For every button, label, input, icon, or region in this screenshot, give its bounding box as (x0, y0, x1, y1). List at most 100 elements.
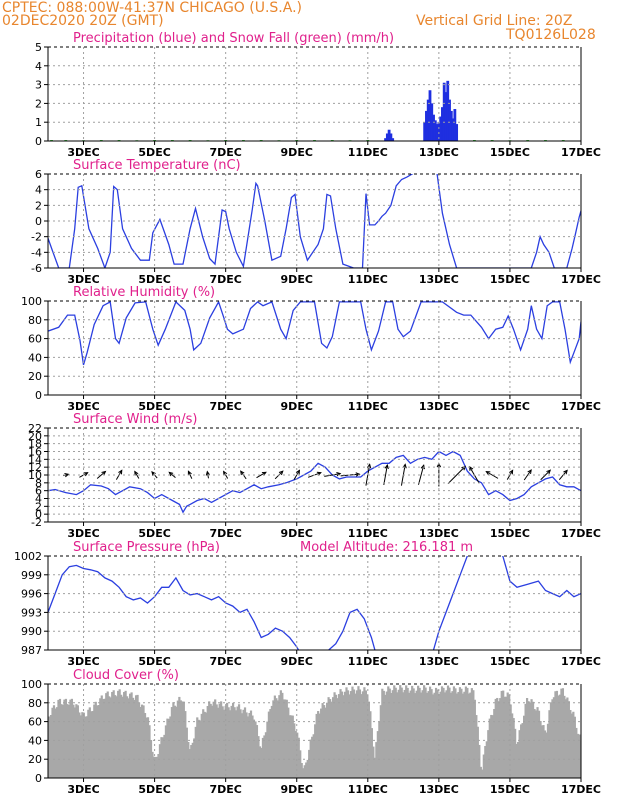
cloud-cover-bar (296, 732, 299, 778)
cloud-cover-bar (90, 711, 93, 778)
cloud-cover-bar (64, 698, 68, 778)
panel-title: Precipitation (blue) and Snow Fall (gree… (73, 31, 394, 46)
cloud-cover-bar (190, 745, 193, 778)
cloud-cover-bar (402, 692, 405, 778)
cloud-cover-bar (272, 700, 275, 778)
cloud-cover-bar (85, 716, 88, 778)
x-tick-label: 11DEC (348, 273, 388, 286)
precipitation-bar (432, 114, 435, 141)
cloud-cover-bar (191, 742, 194, 778)
y-tick-label: 60 (28, 716, 42, 729)
cloud-cover-bar (333, 692, 336, 778)
cloud-cover-bar (293, 723, 296, 778)
wind-vector (540, 469, 552, 481)
cloud-cover-bar (103, 698, 106, 778)
cloud-cover-bar (246, 716, 250, 778)
cloud-cover-bar (360, 694, 363, 778)
wind-arrow-shaft (417, 465, 425, 485)
cloud-cover-bar (487, 730, 490, 778)
cloud-cover-bar (182, 701, 185, 778)
cloud-cover-bar (157, 753, 160, 778)
cloud-cover-bar (434, 687, 438, 778)
y-tick-label: 987 (21, 644, 42, 657)
cloud-cover-bar (436, 689, 439, 778)
panel-title: Surface Pressure (hPa) (73, 540, 220, 555)
cloud-cover-bar (261, 737, 265, 778)
x-tick-label: 17DEC (561, 655, 601, 668)
precipitation-bar (389, 133, 393, 141)
wind-vector (168, 471, 176, 478)
x-tick-label: 7DEC (209, 527, 241, 540)
cloud-cover-bar (327, 697, 330, 778)
cloud-cover-bar (133, 699, 136, 778)
cloud-cover-bar (97, 705, 100, 778)
wind-vector (187, 470, 193, 479)
cloud-cover-bar (306, 759, 309, 778)
y-tick-label: 80 (28, 697, 42, 710)
y-tick-label: -2 (31, 516, 42, 529)
cloud-cover-bar (275, 698, 278, 778)
cloud-cover-bar (514, 728, 517, 778)
cloud-cover-bar (502, 690, 505, 778)
cloud-cover-bar (345, 687, 348, 778)
cloud-cover-bar (570, 713, 573, 778)
cloud-cover-bar (466, 687, 469, 778)
cloud-cover-bar (154, 756, 157, 778)
cloud-cover-bar (460, 688, 463, 778)
cloud-cover-bar (533, 709, 536, 778)
cloud-cover-bar (451, 691, 454, 778)
cloud-cover-bar (551, 699, 554, 778)
cloud-cover-bar (142, 705, 145, 778)
panel-5-plot (48, 685, 581, 778)
cloud-cover-bar (330, 701, 333, 778)
cloud-cover-bar (518, 730, 521, 778)
cloud-cover-bar (93, 704, 96, 778)
y-tick-label: 5 (35, 41, 42, 54)
cloud-cover-bar (388, 688, 391, 778)
cloud-cover-bar (309, 739, 312, 778)
cloud-cover-bar (134, 695, 138, 778)
cloud-cover-bar (469, 692, 472, 778)
x-tick-label: 5DEC (138, 783, 170, 796)
series-line (48, 301, 581, 366)
cloud-cover-bar (220, 701, 223, 778)
cloud-cover-bar (500, 690, 503, 778)
cloud-cover-bar (373, 757, 376, 778)
cloud-cover-bar (478, 744, 481, 778)
cloud-cover-bar (291, 715, 294, 778)
cloud-cover-bar (576, 733, 579, 778)
cloud-cover-bar (76, 705, 79, 778)
cloud-cover-bar (385, 691, 388, 778)
cloud-cover-bar (160, 737, 163, 778)
x-tick-label: 5DEC (138, 655, 170, 668)
x-tick-label: 15DEC (490, 400, 530, 413)
x-tick-label: 5DEC (138, 146, 170, 159)
panel-0-plot (50, 80, 565, 141)
wind-arrow-head (278, 470, 284, 476)
cloud-cover-bar (573, 716, 576, 778)
cloud-cover-bar (60, 704, 63, 778)
cloud-cover-bar (391, 690, 394, 778)
y-tick-label: 0 (35, 508, 42, 521)
cloud-cover-bar (188, 749, 191, 778)
cloud-cover-bar (411, 685, 414, 778)
y-tick-label: 20 (28, 430, 42, 443)
cloud-cover-bar (281, 692, 284, 778)
x-tick-label: 13DEC (419, 400, 459, 413)
cloud-cover-bar (361, 691, 365, 778)
y-tick-label: 4 (35, 60, 42, 73)
x-tick-label: 11DEC (348, 400, 388, 413)
cloud-cover-bar (569, 710, 572, 778)
cloud-cover-bar (202, 709, 205, 778)
cloud-cover-bar (485, 741, 488, 778)
cloud-cover-bar (100, 695, 103, 778)
cloud-cover-bar (366, 695, 369, 778)
cloud-cover-bar (57, 699, 60, 778)
x-tick-label: 11DEC (348, 655, 388, 668)
cloud-cover-bar (331, 697, 335, 778)
y-tick-label: 20 (28, 370, 42, 383)
cloud-cover-bar (67, 704, 71, 778)
cloud-cover-bar (203, 711, 206, 778)
cloud-cover-bar (200, 713, 203, 778)
